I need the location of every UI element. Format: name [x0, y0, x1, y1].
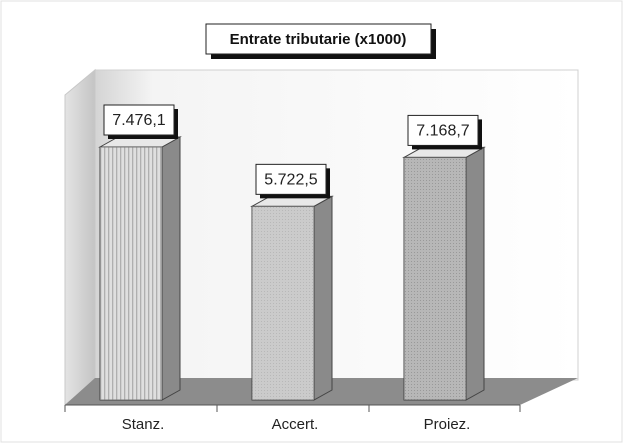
value-label: 7.168,7: [416, 123, 469, 140]
title-box: [205, 23, 432, 55]
bar-tint: [252, 206, 314, 400]
bar-tint: [404, 157, 466, 400]
x-tick-label: Proiez.: [424, 416, 471, 433]
x-tick-label: Accert.: [272, 416, 319, 433]
side-wall: [64, 68, 96, 407]
bar-side: [465, 146, 485, 401]
bar: [99, 146, 163, 401]
bar: [251, 205, 315, 401]
label-box: [407, 114, 479, 146]
value-label: 7.476,1: [112, 112, 165, 129]
bar-tint: [100, 147, 162, 400]
bar: [403, 156, 467, 401]
chart-title: Entrate tributarie (x1000): [230, 31, 407, 48]
label-box: [103, 104, 175, 136]
value-label: 5.722,5: [264, 172, 317, 189]
x-tick-label: Stanz.: [122, 416, 165, 433]
bar-side: [161, 136, 181, 401]
label-box: [255, 163, 327, 195]
bar-side: [313, 195, 333, 401]
